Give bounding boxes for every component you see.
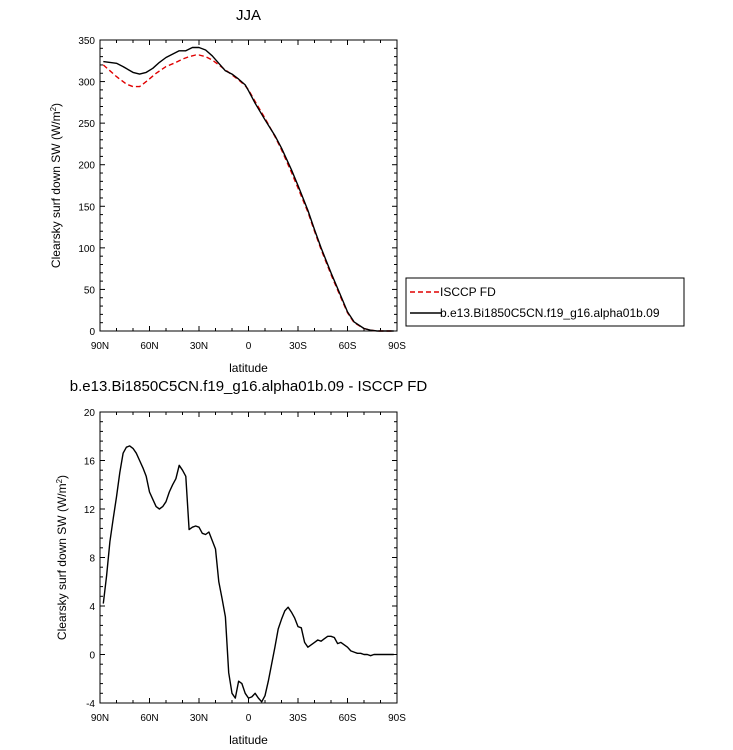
superscript-two: 2	[49, 106, 58, 111]
y-tick-label: 4	[89, 602, 95, 613]
series-line-1	[102, 445, 394, 703]
legend-label-2: b.e13.Bi1850C5CN.f19_g16.alpha01b.09	[440, 306, 660, 320]
x-tick-label: 30N	[190, 341, 208, 352]
x-tick-label: 90N	[91, 341, 109, 352]
x-tick-label: 90S	[388, 341, 406, 352]
y-tick-label: 20	[84, 408, 96, 419]
y-tick-label: 250	[78, 119, 95, 130]
y-tick-label: 0	[89, 327, 95, 338]
chart-2: b.e13.Bi1850C5CN.f19_g16.alpha01b.09 - I…	[55, 378, 428, 747]
x-tick-label: 0	[246, 341, 252, 352]
x-tick-label: 0	[246, 713, 252, 724]
y-axis-label: Clearsky surf down SW (W/m2)	[49, 103, 64, 268]
y-axis-label: Clearsky surf down SW (W/m2)	[55, 475, 70, 640]
y-tick-label: 300	[78, 78, 95, 89]
y-tick-label: 150	[78, 202, 95, 213]
y-tick-label: 200	[78, 161, 95, 172]
y-tick-label: -4	[86, 699, 95, 710]
chart-title: b.e13.Bi1850C5CN.f19_g16.alpha01b.09 - I…	[70, 378, 428, 395]
x-tick-label: 60N	[140, 713, 158, 724]
x-tick-label: 90S	[388, 713, 406, 724]
x-tick-label: 60S	[339, 341, 357, 352]
legend-box	[405, 277, 685, 327]
y-tick-label: 350	[78, 36, 95, 47]
x-tick-label: 60N	[140, 341, 158, 352]
plot-frame	[99, 411, 398, 704]
x-tick-label: 60S	[339, 713, 357, 724]
chart-1: JJA 90N 60N 30N 0 30S 60S 90S 0 50 100 150 200 250 300…	[49, 7, 685, 375]
label-suffix: )	[49, 103, 63, 107]
label-suffix: )	[55, 475, 69, 479]
series-line-1	[102, 54, 394, 332]
y-tick-label: 0	[89, 651, 95, 662]
x-axis-label: latitude	[229, 733, 268, 747]
y-tick-label: 50	[84, 285, 96, 296]
superscript-two: 2	[55, 478, 64, 483]
series-line-2	[103, 46, 394, 332]
y-tick-label: 100	[78, 244, 95, 255]
x-tick-label: 30N	[190, 713, 208, 724]
y-tick-label: 16	[84, 457, 96, 468]
x-tick-label: 90N	[91, 713, 109, 724]
x-tick-label: 30S	[289, 341, 307, 352]
x-tick-label: 30S	[289, 713, 307, 724]
legend: ISCCP FD b.e13.Bi1850C5CN.f19_g16.alpha01…	[405, 277, 685, 327]
y-tick-label: 12	[84, 505, 96, 516]
x-axis-label: latitude	[229, 361, 268, 375]
chart-title: JJA	[236, 7, 261, 24]
y-tick-label: 8	[89, 554, 95, 565]
legend-label-1: ISCCP FD	[440, 285, 496, 299]
